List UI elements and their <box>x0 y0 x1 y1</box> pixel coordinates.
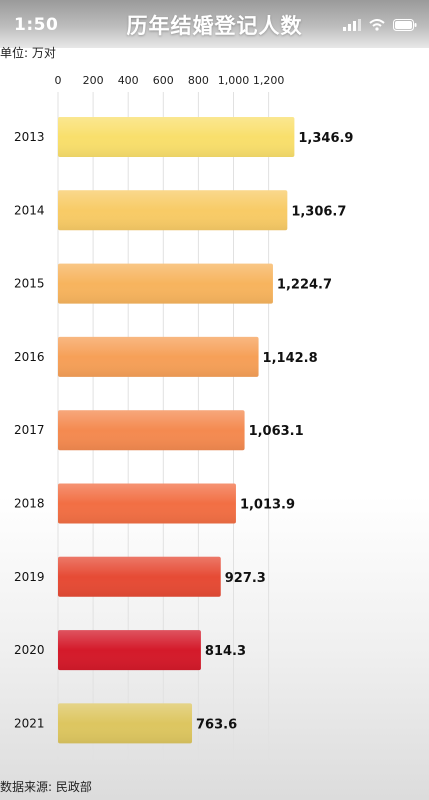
x-tick-label: 400 <box>118 74 139 87</box>
category-label-2017: 2017 <box>14 423 45 437</box>
signal-icon <box>343 16 361 35</box>
bar-sheen <box>58 703 193 744</box>
unit-label: 单位: 万对 <box>0 46 56 60</box>
battery-icon <box>393 16 417 35</box>
value-label-2017: 1,063.1 <box>249 424 304 439</box>
value-label-2014: 1,306.7 <box>291 204 346 219</box>
value-label-2018: 1,013.9 <box>240 498 295 513</box>
bar-sheen <box>58 336 259 377</box>
x-tick-label: 600 <box>153 74 174 87</box>
value-label-2016: 1,142.8 <box>263 351 318 366</box>
bar-sheen <box>58 483 236 524</box>
chart-title: 历年结婚登记人数 <box>126 14 303 38</box>
x-tick-label: 0 <box>55 74 62 87</box>
value-label-2020: 814.3 <box>205 644 246 659</box>
category-label-2014: 2014 <box>14 203 45 217</box>
category-label-2016: 2016 <box>14 350 45 364</box>
status-icons <box>343 16 417 35</box>
x-tick-label: 800 <box>188 74 209 87</box>
bar-sheen <box>58 263 273 304</box>
bar-sheen <box>58 556 221 597</box>
x-tick-label: 1,000 <box>218 74 250 87</box>
value-label-2021: 763.6 <box>196 717 237 732</box>
status-bar: 1:50 <box>0 0 429 48</box>
category-label-2019: 2019 <box>14 570 45 584</box>
data-source: 数据来源: 民政部 <box>0 780 92 794</box>
value-label-2015: 1,224.7 <box>277 278 332 293</box>
status-time: 1:50 <box>14 15 59 35</box>
category-label-2013: 2013 <box>14 130 45 144</box>
category-label-2021: 2021 <box>14 716 45 730</box>
bar-sheen <box>58 190 288 231</box>
category-label-2018: 2018 <box>14 497 45 511</box>
bar-sheen <box>58 630 201 671</box>
value-label-2019: 927.3 <box>225 571 266 586</box>
category-label-2020: 2020 <box>14 643 45 657</box>
category-label-2015: 2015 <box>14 277 45 291</box>
bar-sheen <box>58 410 245 451</box>
x-tick-label: 200 <box>83 74 104 87</box>
x-tick-label: 1,200 <box>253 74 285 87</box>
value-label-2013: 1,346.9 <box>298 131 353 146</box>
bar-sheen <box>58 117 295 157</box>
wifi-icon <box>369 16 385 35</box>
